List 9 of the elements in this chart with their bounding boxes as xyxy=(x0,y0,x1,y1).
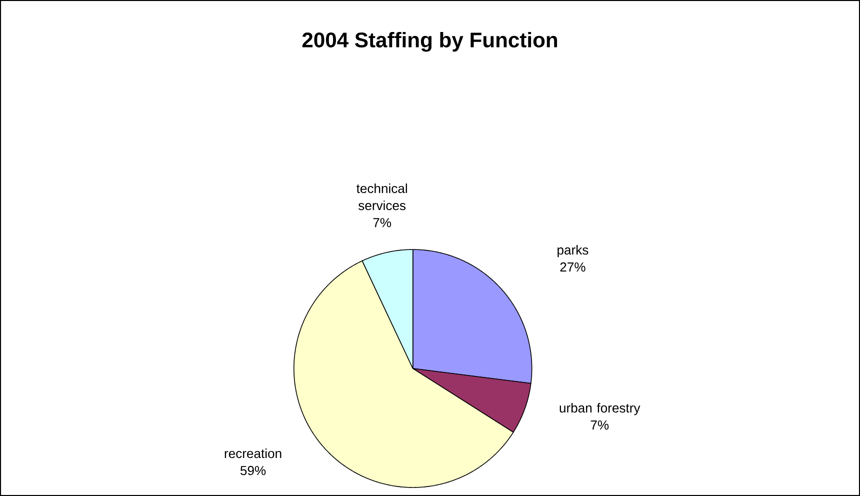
chart-title: 2004 Staffing by Function xyxy=(302,32,558,52)
slice-label: recreation xyxy=(224,448,282,458)
slice-label: urban forestry xyxy=(560,402,640,416)
slice-label: parks xyxy=(558,244,588,258)
data-label: 7% xyxy=(590,420,609,430)
data-label: 59% xyxy=(240,466,266,476)
data-label: 27% xyxy=(560,262,586,272)
data-label: 7% xyxy=(373,218,392,228)
slice-label: technical services xyxy=(356,183,407,210)
